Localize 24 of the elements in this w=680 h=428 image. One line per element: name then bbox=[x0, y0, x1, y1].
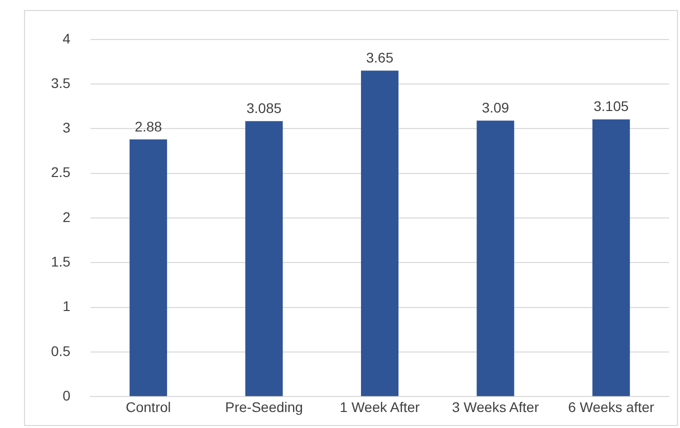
y-tick-label: 0.5 bbox=[50, 342, 71, 359]
y-tick-label: 3 bbox=[62, 120, 71, 136]
data-label: 2.88 bbox=[134, 118, 162, 134]
x-tick-label: Pre-Seeding bbox=[225, 398, 303, 415]
x-tick-label: 6 Weeks after bbox=[568, 398, 655, 415]
bar bbox=[360, 70, 398, 396]
bar bbox=[476, 120, 514, 396]
y-tick-label: 2.5 bbox=[50, 164, 71, 180]
bar bbox=[245, 121, 283, 396]
x-tick-label: 1 Week After bbox=[340, 398, 420, 415]
y-tick-label: 0 bbox=[62, 387, 71, 404]
data-label: 3.65 bbox=[366, 50, 394, 66]
x-tick-label: 3 Weeks After bbox=[452, 398, 540, 415]
y-tick-label: 4 bbox=[62, 30, 71, 46]
y-tick-label: 3.5 bbox=[50, 74, 71, 91]
y-tick-label: 1 bbox=[62, 298, 71, 314]
bar bbox=[130, 139, 168, 396]
y-tick-label: 2 bbox=[62, 208, 71, 225]
x-tick-label: Control bbox=[126, 398, 171, 415]
y-tick-label: 1.5 bbox=[50, 254, 71, 270]
data-label: 3.105 bbox=[594, 98, 629, 114]
data-label: 3.085 bbox=[246, 100, 282, 116]
data-label: 3.09 bbox=[482, 100, 510, 116]
bar bbox=[592, 119, 630, 396]
